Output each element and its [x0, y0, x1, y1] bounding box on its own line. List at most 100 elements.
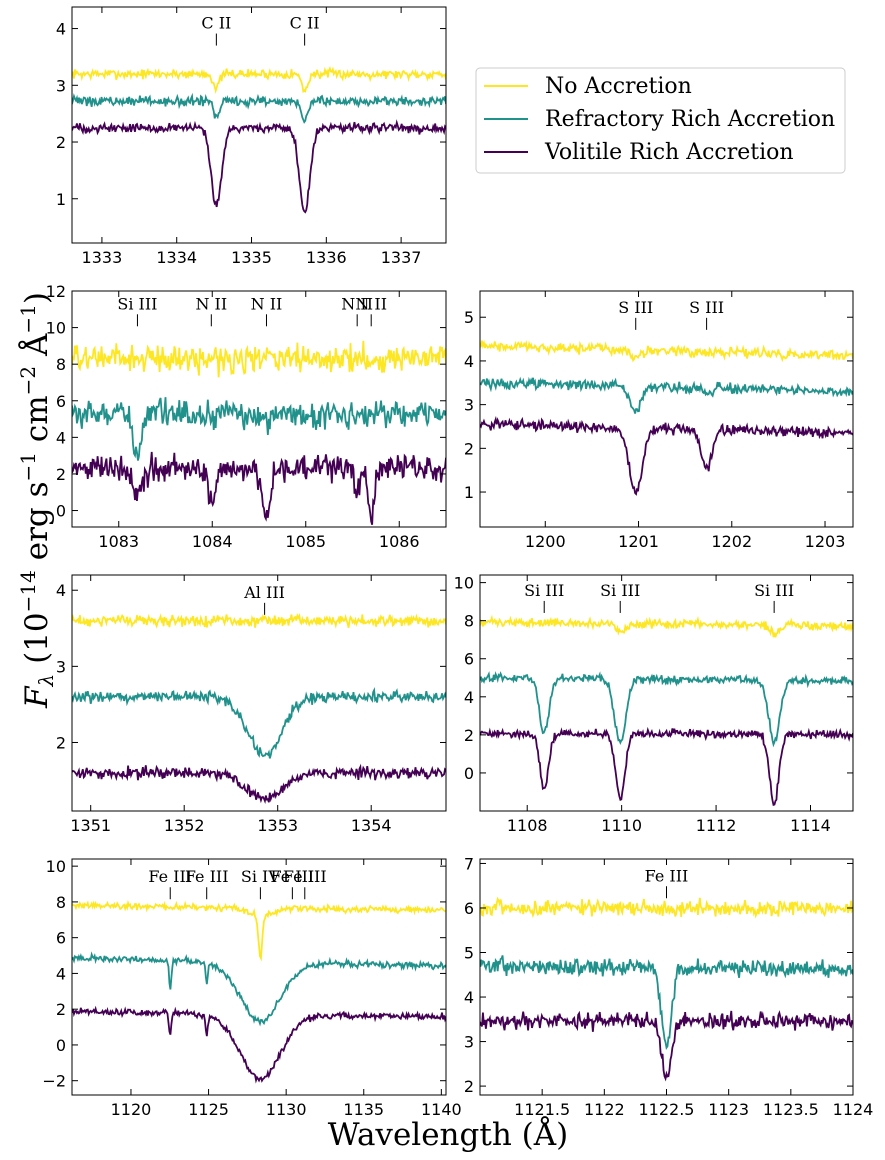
y-tick-label: 6: [464, 899, 474, 918]
ion-label: N II: [341, 294, 373, 313]
series-line-1: [72, 899, 446, 962]
y-tick-label: 2: [464, 439, 474, 458]
ion-label: C II: [290, 14, 320, 33]
ion-label: Si III: [754, 581, 794, 600]
x-tick-label: 1334: [156, 248, 197, 267]
legend-label-1: Refractory Rich Accretion: [545, 107, 835, 132]
ion-label: Si IV: [241, 867, 280, 886]
x-tick-label: 1353: [257, 816, 298, 835]
x-tick-label: 1084: [192, 532, 233, 551]
series-line-3: [480, 415, 853, 496]
plot-frame: [479, 290, 854, 528]
x-tick-label: 1354: [351, 816, 392, 835]
y-tick-label: 3: [464, 1033, 474, 1052]
series-line-2: [72, 951, 446, 1027]
plot-frame: [71, 574, 447, 812]
y-tick-label: 6: [56, 392, 66, 411]
x-tick-label: 1201: [618, 532, 659, 551]
y-tick-label: 0: [56, 1036, 66, 1055]
legend: No Accretion Refractory Rich Accretion V…: [475, 67, 846, 174]
x-tick-label: 1203: [805, 532, 846, 551]
x-tick-label: 1123.5: [763, 1100, 819, 1119]
series-line-1: [72, 340, 446, 378]
x-tick-label: 1200: [525, 532, 566, 551]
ion-label: N II: [251, 294, 283, 313]
x-tick-label: 1122: [584, 1100, 625, 1119]
ion-label: Al III: [243, 583, 285, 602]
y-tick-label: 0: [56, 502, 66, 521]
ion-label: Fe III: [270, 867, 314, 886]
x-tick-label: 1135: [343, 1100, 384, 1119]
ion-label: Si III: [600, 581, 640, 600]
series-line-2: [72, 92, 446, 124]
series-line-3: [480, 1010, 853, 1082]
ion-label: Si III: [524, 581, 564, 600]
panel-3: 1200 1201 1202 1203 1 2 3 4 5 S III S III: [464, 290, 854, 551]
y-tick-label: 10: [454, 574, 474, 593]
y-tick-label: 12: [46, 282, 66, 301]
ion-label: S III: [618, 298, 653, 317]
y-tick-label: 4: [464, 688, 474, 707]
x-axis-title: Wavelength (Å): [328, 1115, 568, 1153]
y-tick-label: 4: [56, 581, 66, 600]
legend-label-0: No Accretion: [545, 74, 692, 99]
x-tick-label: 1083: [98, 532, 139, 551]
series-line-2: [480, 671, 853, 748]
series-line-1: [72, 66, 446, 94]
y-tick-label: 10: [46, 319, 66, 338]
series-line-3: [72, 119, 446, 214]
y-tick-label: 2: [56, 465, 66, 484]
plot-frame: [71, 858, 447, 1096]
x-tick-label: 1108: [507, 816, 548, 835]
ion-label: N II: [355, 294, 387, 313]
ion-label: Si III: [117, 294, 157, 313]
x-tick-label: 1125: [188, 1100, 229, 1119]
y-tick-label: 0: [464, 764, 474, 783]
series-line-1: [480, 896, 853, 919]
series-line-2: [480, 955, 853, 1051]
series-line-2: [480, 376, 853, 414]
ion-label: Fe III: [148, 867, 192, 886]
x-tick-label: 1085: [285, 532, 326, 551]
y-tick-label: 4: [464, 988, 474, 1007]
y-tick-label: 6: [56, 929, 66, 948]
x-tick-label: 1086: [379, 532, 420, 551]
series-line-3: [480, 726, 853, 807]
y-tick-label: 4: [56, 428, 66, 447]
y-tick-label: 2: [56, 133, 66, 152]
ion-label: N II: [195, 294, 227, 313]
x-tick-label: 1130: [266, 1100, 307, 1119]
plot-frame: [71, 290, 447, 528]
x-tick-label: 1123: [708, 1100, 749, 1119]
y-tick-label: 4: [464, 352, 474, 371]
ion-label: Fe III: [283, 867, 327, 886]
y-tick-label: 8: [56, 355, 66, 374]
x-tick-label: 1140: [421, 1100, 462, 1119]
y-tick-label: 5: [464, 308, 474, 327]
series-line-3: [72, 763, 446, 804]
x-tick-label: 1335: [231, 248, 272, 267]
y-tick-label: 7: [464, 854, 474, 873]
y-tick-label: 10: [46, 857, 66, 876]
x-tick-label: 1121.5: [514, 1100, 570, 1119]
x-tick-label: 1110: [601, 816, 642, 835]
x-tick-label: 1122.5: [639, 1100, 695, 1119]
x-tick-label: 1114: [790, 816, 831, 835]
y-tick-label: 1: [56, 190, 66, 209]
y-tick-label: 1: [464, 483, 474, 502]
legend-label-2: Volitile Rich Accretion: [544, 140, 794, 165]
y-tick-label: 3: [56, 657, 66, 676]
x-tick-label: 1124: [833, 1100, 874, 1119]
x-tick-label: 1351: [70, 816, 111, 835]
y-tick-label: 2: [56, 733, 66, 752]
series-line-3: [72, 1005, 446, 1084]
ion-label: S III: [689, 298, 724, 317]
series-line-1: [480, 614, 853, 638]
ion-label: Fe III: [645, 866, 689, 885]
y-axis-title: Fλ (10−14 erg s−1 cm−2 Å−1): [16, 292, 58, 709]
panel-4: 1351 1352 1353 1354 2 3 4 Al III: [56, 574, 447, 835]
